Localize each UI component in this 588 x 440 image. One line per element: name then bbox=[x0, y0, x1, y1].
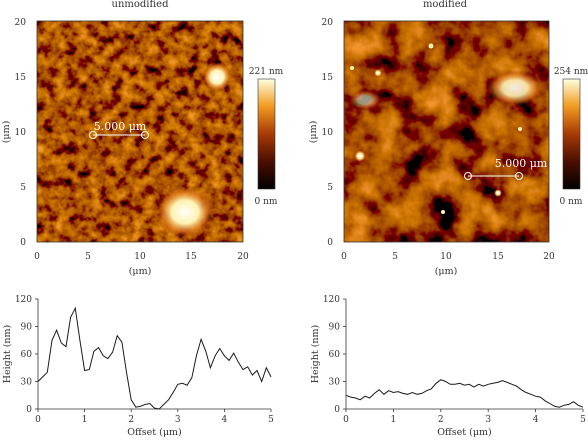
colorbar-left: 221 nm 0 nm bbox=[249, 67, 284, 207]
svg-text:15: 15 bbox=[185, 252, 197, 262]
svg-text:0: 0 bbox=[34, 252, 40, 262]
x-tick-label: 1 bbox=[82, 415, 88, 425]
x-axis-right-image: 0 5 10 15 20 (μm) bbox=[341, 252, 555, 277]
afm-panel-modified: modified 5.000 μm 0 5 10 15 20 bbox=[308, 0, 588, 277]
panel-title-modified: modified bbox=[423, 0, 468, 10]
y-tick-label: 90 bbox=[21, 323, 33, 333]
y-tick-label: 120 bbox=[323, 295, 340, 305]
svg-text:0: 0 bbox=[20, 238, 26, 248]
x-axis-left-image: 0 5 10 15 20 (μm) bbox=[34, 252, 249, 277]
colorbar-max: 221 nm bbox=[249, 67, 284, 77]
height-profile-unmodified: 0 30 60 90 120 0 1 2 3 4 5 Offset (μm) Height (nm) bbox=[2, 295, 274, 438]
x-tick-label: 0 bbox=[343, 415, 349, 425]
svg-text:20: 20 bbox=[543, 252, 555, 262]
colorbar-max: 254 nm bbox=[554, 67, 588, 77]
svg-text:10: 10 bbox=[134, 252, 146, 262]
x-tick-label: 2 bbox=[128, 415, 134, 425]
x-tick-label: 5 bbox=[580, 415, 586, 425]
y-tick-label: 60 bbox=[329, 350, 341, 360]
svg-text:10: 10 bbox=[15, 128, 27, 138]
x-tick-label: 2 bbox=[438, 415, 444, 425]
svg-text:5: 5 bbox=[85, 252, 91, 262]
scale-bar-right: 5.000 μm bbox=[464, 157, 548, 180]
y-tick-label: 30 bbox=[329, 378, 341, 388]
y-axis-label: Height (nm) bbox=[2, 325, 13, 384]
afm-panel-unmodified: unmodified 5.000 μm 0 5 10 15 20 (μm) 0 … bbox=[1, 0, 284, 277]
svg-text:0: 0 bbox=[327, 238, 333, 248]
x-tick-label: 0 bbox=[35, 415, 41, 425]
x-tick-label: 1 bbox=[391, 415, 397, 425]
y-tick-label: 120 bbox=[15, 295, 32, 305]
x-tick-label: 4 bbox=[222, 415, 228, 425]
scale-bar-label: 5.000 μm bbox=[495, 157, 548, 170]
svg-text:20: 20 bbox=[237, 252, 249, 262]
scale-bar-label: 5.000 μm bbox=[94, 120, 147, 133]
colorbar-min: 0 nm bbox=[255, 197, 278, 207]
svg-text:10: 10 bbox=[322, 128, 334, 138]
x-axis-label: Offset (μm) bbox=[127, 427, 181, 438]
x-axis-label: (μm) bbox=[129, 266, 152, 277]
y-tick-label: 0 bbox=[334, 405, 340, 415]
colorbar-right: 254 nm 0 nm bbox=[554, 67, 588, 207]
svg-text:5: 5 bbox=[327, 183, 333, 193]
svg-text:15: 15 bbox=[322, 73, 334, 83]
svg-text:15: 15 bbox=[492, 252, 504, 262]
y-axis-label: (μm) bbox=[1, 121, 12, 144]
y-axis-right-image: 0 5 10 15 20 (μm) bbox=[308, 18, 333, 248]
svg-text:15: 15 bbox=[15, 73, 27, 83]
svg-text:0: 0 bbox=[341, 252, 347, 262]
x-tick-label: 4 bbox=[533, 415, 539, 425]
x-tick-label: 5 bbox=[268, 415, 274, 425]
panel-title-unmodified: unmodified bbox=[112, 0, 170, 10]
x-axis-label: (μm) bbox=[435, 266, 458, 277]
svg-text:10: 10 bbox=[440, 252, 452, 262]
scale-bar-left: 5.000 μm bbox=[89, 120, 149, 139]
x-tick-label: 3 bbox=[175, 415, 181, 425]
y-axis-left-image: 0 5 10 15 20 (μm) bbox=[1, 18, 26, 248]
profile-line bbox=[345, 379, 584, 408]
particle-cluster bbox=[155, 186, 215, 238]
svg-text:20: 20 bbox=[322, 18, 334, 28]
svg-text:5: 5 bbox=[392, 252, 398, 262]
y-axis-label: (μm) bbox=[308, 121, 319, 144]
y-axis-label: Height (nm) bbox=[310, 325, 321, 384]
y-tick-label: 60 bbox=[21, 350, 33, 360]
y-tick-label: 0 bbox=[26, 405, 32, 415]
x-axis-label: Offset (μm) bbox=[437, 427, 491, 438]
y-tick-label: 90 bbox=[329, 323, 341, 333]
profile-line bbox=[37, 306, 272, 410]
svg-text:5: 5 bbox=[20, 183, 26, 193]
y-tick-label: 30 bbox=[21, 378, 33, 388]
particle-bright bbox=[202, 62, 232, 92]
colorbar-min: 0 nm bbox=[560, 197, 583, 207]
afm-image-unmodified bbox=[37, 21, 243, 242]
x-tick-label: 3 bbox=[485, 415, 491, 425]
afm-image-modified bbox=[344, 21, 549, 242]
height-profile-modified: 0 30 60 90 120 0 1 2 3 4 5 Offset (μm) Height (nm) bbox=[310, 295, 586, 438]
svg-text:20: 20 bbox=[15, 18, 27, 28]
